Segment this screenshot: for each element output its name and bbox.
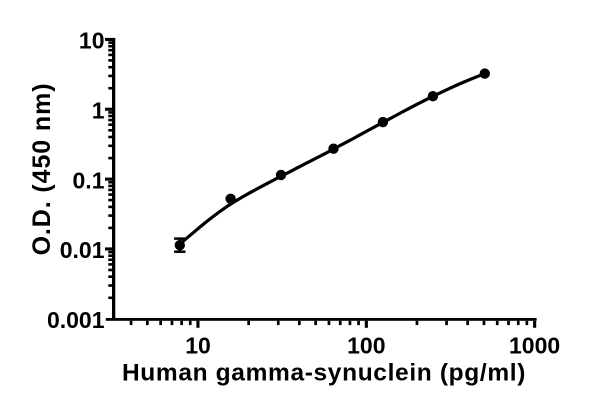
svg-text:1: 1 [92, 98, 105, 124]
svg-text:0.1: 0.1 [73, 167, 105, 193]
svg-text:0.01: 0.01 [60, 237, 105, 263]
svg-text:O.D. (450 nm): O.D. (450 nm) [28, 83, 56, 256]
svg-text:10: 10 [79, 28, 105, 54]
svg-text:1000: 1000 [509, 333, 560, 359]
svg-text:10: 10 [185, 333, 211, 359]
svg-text:0.001: 0.001 [47, 307, 105, 333]
svg-text:100: 100 [347, 333, 385, 359]
svg-text:Human gamma-synuclein (pg/ml): Human gamma-synuclein (pg/ml) [122, 360, 526, 387]
